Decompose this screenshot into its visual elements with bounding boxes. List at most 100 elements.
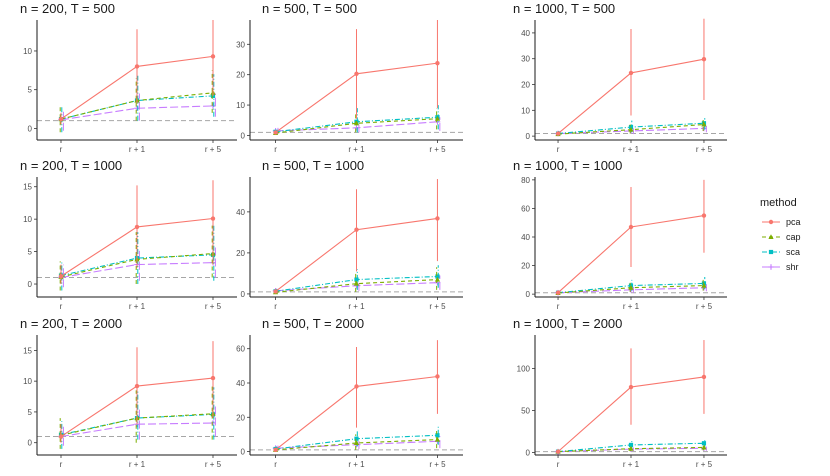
point-pca bbox=[701, 374, 707, 380]
line-cap bbox=[275, 118, 438, 134]
y-tick-label: 30 bbox=[236, 40, 245, 49]
line-cap bbox=[275, 279, 438, 293]
y-tick-label: 0 bbox=[28, 439, 33, 448]
y-tick-label: 10 bbox=[236, 101, 245, 110]
legend-label-pca: pca bbox=[786, 217, 801, 227]
point-shr bbox=[210, 103, 216, 109]
y-tick-label: 0 bbox=[241, 131, 246, 140]
x-tick-label: r + 1 bbox=[348, 302, 365, 311]
y-tick-label: 10 bbox=[23, 47, 32, 56]
point-pca bbox=[628, 384, 634, 390]
point-pca bbox=[555, 131, 561, 136]
x-tick-label: r bbox=[557, 145, 560, 154]
panel-title: n = 200, T = 1000 bbox=[20, 158, 122, 173]
x-tick-label: r + 1 bbox=[348, 145, 365, 154]
point-pca bbox=[134, 64, 140, 69]
x-tick-label: r + 5 bbox=[205, 460, 222, 469]
series-pca bbox=[58, 341, 216, 443]
x-tick-label: r + 1 bbox=[348, 460, 365, 469]
point-shr bbox=[134, 105, 140, 112]
point-cap bbox=[353, 280, 360, 286]
point-cap bbox=[701, 444, 707, 450]
x-tick-label: r + 5 bbox=[429, 145, 446, 154]
legend-marker-pca bbox=[768, 219, 774, 225]
point-sca bbox=[701, 441, 707, 446]
point-pca bbox=[134, 224, 140, 230]
x-tick-label: r + 1 bbox=[129, 460, 146, 469]
point-cap bbox=[434, 115, 441, 121]
x-tick-label: r + 1 bbox=[129, 145, 146, 154]
y-tick-label: 0 bbox=[241, 290, 246, 299]
panel-title: n = 200, T = 2000 bbox=[20, 316, 122, 331]
x-tick-label: r bbox=[557, 460, 560, 469]
y-tick-label: 80 bbox=[521, 176, 530, 185]
point-pca bbox=[354, 71, 359, 76]
point-pca bbox=[58, 274, 64, 279]
x-tick-label: r + 1 bbox=[129, 302, 146, 311]
point-sca bbox=[354, 436, 359, 441]
panel-7: n = 200, T = 2000 0 5 10 15 r r + 1 r + 5 bbox=[20, 316, 237, 469]
x-tick-label: r + 1 bbox=[623, 302, 640, 311]
point-pca bbox=[354, 227, 359, 232]
legend-label-shr: shr bbox=[786, 262, 799, 272]
panel-1: n = 200, T = 500 0 5 10 r r + 1 r + 5 bbox=[20, 1, 237, 154]
y-tick-label: 30 bbox=[521, 55, 530, 64]
series-cap bbox=[272, 431, 441, 452]
legend-item-sca: sca bbox=[762, 247, 800, 257]
point-pca bbox=[555, 449, 561, 454]
x-tick-label: r + 5 bbox=[429, 460, 446, 469]
point-cap bbox=[434, 436, 441, 442]
y-tick-label: 10 bbox=[521, 106, 530, 115]
legend-label-cap: cap bbox=[786, 232, 801, 242]
x-tick-label: r + 5 bbox=[205, 145, 222, 154]
series-pca bbox=[555, 340, 707, 454]
point-sca bbox=[628, 442, 634, 448]
point-pca bbox=[273, 130, 278, 135]
y-tick-label: 20 bbox=[236, 71, 245, 80]
legend-item-pca: pca bbox=[762, 217, 801, 227]
point-sca bbox=[435, 274, 440, 279]
legend-item-shr: shr bbox=[762, 262, 799, 272]
x-tick-label: r bbox=[60, 302, 63, 311]
y-tick-label: 40 bbox=[521, 233, 530, 242]
line-shr bbox=[60, 422, 214, 438]
point-pca bbox=[210, 216, 216, 221]
point-pca bbox=[273, 289, 278, 294]
x-tick-label: r bbox=[60, 145, 63, 154]
panel-title: n = 200, T = 500 bbox=[20, 1, 115, 16]
x-tick-label: r + 1 bbox=[623, 460, 640, 469]
y-tick-label: 5 bbox=[28, 86, 33, 95]
point-pca bbox=[435, 216, 440, 221]
y-tick-label: 60 bbox=[521, 204, 530, 213]
point-shr bbox=[353, 125, 360, 131]
series-pca bbox=[58, 180, 216, 285]
legend-marker-shr bbox=[768, 264, 774, 270]
panel-title: n = 1000, T = 500 bbox=[513, 1, 615, 16]
point-pca bbox=[58, 116, 64, 122]
point-pca bbox=[435, 374, 440, 379]
y-tick-label: 0 bbox=[241, 448, 246, 457]
point-cap bbox=[628, 445, 634, 451]
point-shr bbox=[701, 125, 707, 132]
point-cap bbox=[628, 284, 634, 290]
point-pca bbox=[210, 375, 216, 381]
x-tick-label: r bbox=[274, 302, 277, 311]
legend: method pca cap sca shr bbox=[760, 197, 801, 272]
panel-2: n = 500, T = 500 0 10 20 30 r r + 1 r + 5 bbox=[236, 1, 463, 154]
line-cap bbox=[275, 439, 438, 451]
panel-title: n = 500, T = 500 bbox=[262, 1, 357, 16]
point-pca bbox=[701, 213, 707, 218]
y-tick-label: 15 bbox=[23, 183, 32, 192]
point-cap bbox=[701, 121, 707, 127]
point-cap bbox=[353, 440, 360, 445]
y-tick-label: 20 bbox=[521, 262, 530, 271]
panel-title: n = 500, T = 2000 bbox=[262, 316, 364, 331]
point-pca bbox=[555, 290, 561, 295]
point-pca bbox=[210, 54, 216, 59]
y-tick-label: 50 bbox=[521, 407, 530, 416]
y-tick-label: 20 bbox=[236, 413, 245, 422]
point-cap bbox=[434, 276, 441, 282]
point-pca bbox=[701, 57, 707, 62]
panel-title: n = 1000, T = 1000 bbox=[513, 158, 622, 173]
x-tick-label: r bbox=[557, 302, 560, 311]
